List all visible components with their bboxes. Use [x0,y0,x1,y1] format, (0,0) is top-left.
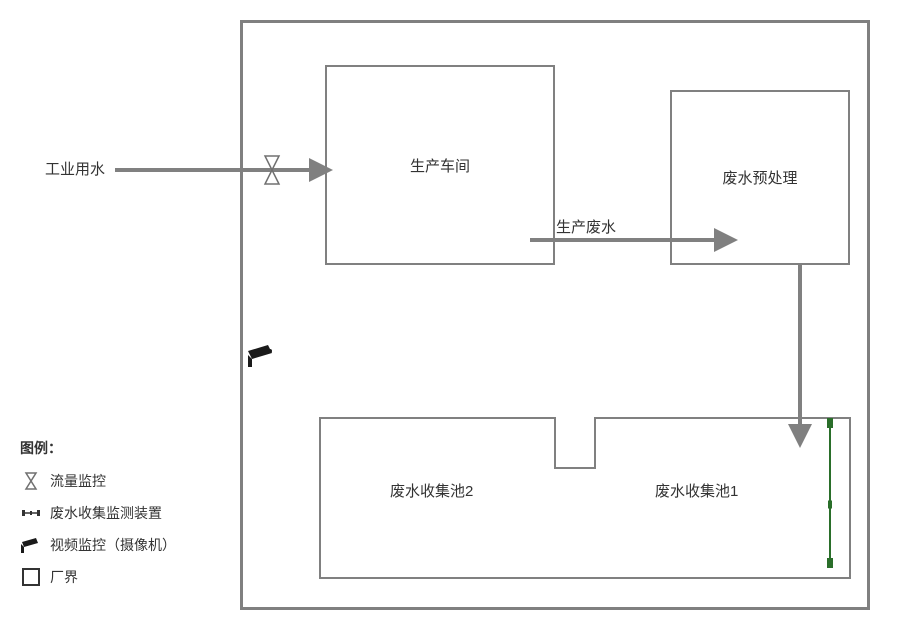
legend-items: 流量监控废水收集监测装置视频监控（摄像机） 厂界 [20,470,176,588]
legend-square-icon [20,566,42,588]
legend-camera-icon [20,534,42,556]
legend-item-text: 厂界 [50,567,78,587]
legend: 图例： 流量监控废水收集监测装置视频监控（摄像机） 厂界 [20,438,176,598]
legend-hourglass-icon [20,470,42,492]
node-pool2-label: 废水收集池2 [390,480,473,501]
legend-item: 厂界 [20,566,176,588]
node-pretreatment-label: 废水预处理 [722,167,797,188]
node-pool1-label: 废水收集池1 [655,480,738,501]
node-pretreatment: 废水预处理 [670,90,850,265]
label-industrial-water: 工业用水 [45,158,105,179]
diagram-root: 生产车间 废水预处理 废水收集池2 废水收集池1 工业用水 生产废水 图例： 流… [0,0,897,629]
legend-item: 流量监控 [20,470,176,492]
node-production-label: 生产车间 [410,155,470,176]
legend-title: 图例： [20,438,176,458]
label-production-waste: 生产废水 [556,216,616,237]
legend-gauge-icon [20,502,42,524]
legend-item-text: 视频监控（摄像机） [50,535,176,555]
node-production: 生产车间 [325,65,555,265]
legend-item-text: 流量监控 [50,471,106,491]
legend-item: 废水收集监测装置 [20,502,176,524]
legend-item-text: 废水收集监测装置 [50,503,162,523]
legend-item: 视频监控（摄像机） [20,534,176,556]
